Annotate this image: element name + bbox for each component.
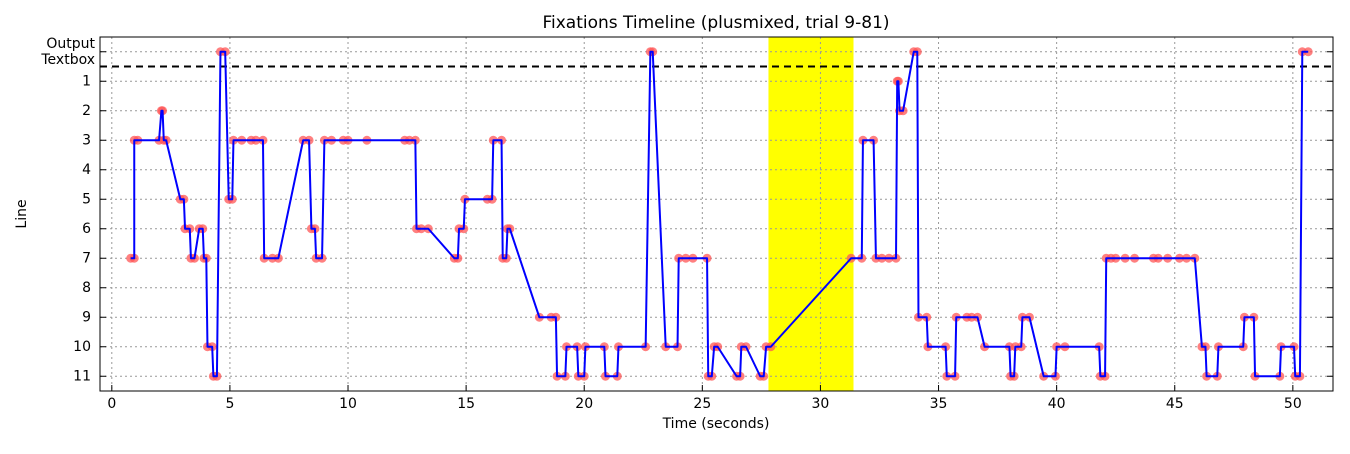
- y-tick-label: 8: [82, 280, 91, 296]
- x-tick-label: 40: [1048, 396, 1066, 412]
- y-tick-label: 9: [82, 309, 91, 325]
- y-tick-label: 10: [73, 339, 91, 355]
- fixation-line: [130, 50, 1309, 378]
- x-tick-label: 45: [1166, 396, 1184, 412]
- x-axis-label: Time (seconds): [662, 416, 770, 432]
- x-tick-label: 30: [812, 396, 830, 412]
- y-tick-label: 5: [82, 191, 91, 207]
- highlight-span: [768, 37, 854, 391]
- y-tick-label: 2: [82, 103, 91, 119]
- plot-frame: [99, 36, 1334, 392]
- x-tick-label: 10: [339, 396, 357, 412]
- x-tick-label: 5: [225, 396, 234, 412]
- y-tick-label: 11: [73, 368, 91, 384]
- y-tick-label: 6: [82, 221, 91, 237]
- x-tick-label: 15: [457, 396, 475, 412]
- y-tick-label: 3: [82, 132, 91, 148]
- y-tick-label: 1: [82, 73, 91, 89]
- y-axis-label: Line: [14, 199, 30, 228]
- y-tick-label: Output Textbox: [41, 35, 95, 68]
- x-tick-label: 20: [575, 396, 593, 412]
- y-tick-label: 4: [82, 162, 91, 178]
- y-tick-label: 7: [82, 250, 91, 266]
- x-tick-label: 35: [930, 396, 948, 412]
- x-tick-label: 50: [1284, 396, 1302, 412]
- x-tick-label: 0: [107, 396, 116, 412]
- x-tick-label: 25: [693, 396, 711, 412]
- chart-title: Fixations Timeline (plusmixed, trial 9-8…: [542, 13, 889, 33]
